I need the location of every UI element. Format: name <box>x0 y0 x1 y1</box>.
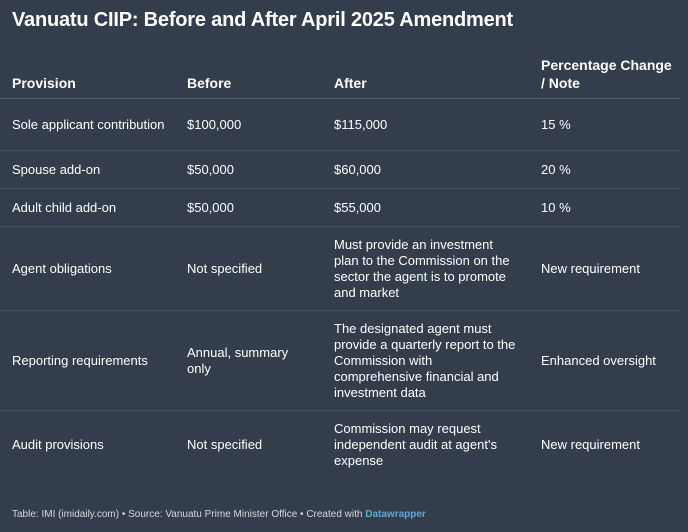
table-row: Spouse add-on $50,000 $60,000 20 % <box>0 150 680 189</box>
column-header-before[interactable]: Before <box>175 56 322 99</box>
cell-provision: Spouse add-on <box>0 150 175 189</box>
table-row: Audit provisions Not specified Commissio… <box>0 411 680 479</box>
table-row: Adult child add-on $50,000 $55,000 10 % <box>0 188 680 227</box>
cell-after: Must provide an investment plan to the C… <box>322 226 529 311</box>
datawrapper-link[interactable]: Datawrapper <box>365 509 426 520</box>
table-footer: Table: IMI (imidaily.com) • Source: Vanu… <box>12 509 426 520</box>
cell-change: 10 % <box>529 188 680 227</box>
header-row: Provision Before After Percentage Change… <box>0 56 680 99</box>
table-row: Reporting requirements Annual, summary o… <box>0 310 680 411</box>
cell-before: $50,000 <box>175 188 322 227</box>
cell-change: Enhanced oversight <box>529 310 680 411</box>
cell-before: $50,000 <box>175 150 322 189</box>
table-row: Agent obligations Not specified Must pro… <box>0 226 680 311</box>
column-header-provision[interactable]: Provision <box>0 56 175 99</box>
table-row: Sole applicant contribution $100,000 $11… <box>0 98 680 151</box>
column-header-after[interactable]: After <box>322 56 529 99</box>
cell-after: The designated agent must provide a quar… <box>322 310 529 411</box>
cell-before: Annual, summary only <box>175 310 322 411</box>
footer-credits: Table: IMI (imidaily.com) • Source: Vanu… <box>12 509 366 520</box>
column-header-change[interactable]: Percentage Change / Note <box>529 56 680 99</box>
cell-after: Commission may request independent audit… <box>334 420 497 468</box>
cell-provision: Agent obligations <box>0 226 175 311</box>
cell-provision: Adult child add-on <box>0 188 175 227</box>
cell-change: New requirement <box>541 436 640 452</box>
cell-before: Not specified <box>175 226 322 311</box>
cell-after: $55,000 <box>322 188 529 227</box>
cell-provision: Sole applicant contribution <box>0 98 175 151</box>
cell-change: New requirement <box>529 226 680 311</box>
cell-before: Not specified <box>187 436 263 452</box>
cell-provision: Audit provisions <box>12 436 104 452</box>
cell-after: $60,000 <box>322 150 529 189</box>
cell-change: 15 % <box>529 98 680 151</box>
cell-change: 20 % <box>529 150 680 189</box>
cell-before: $100,000 <box>175 98 322 151</box>
cell-after: $115,000 <box>322 98 529 151</box>
table-title: Vanuatu CIIP: Before and After April 202… <box>12 9 514 31</box>
comparison-table: Provision Before After Percentage Change… <box>0 56 680 479</box>
cell-provision: Reporting requirements <box>0 310 175 411</box>
